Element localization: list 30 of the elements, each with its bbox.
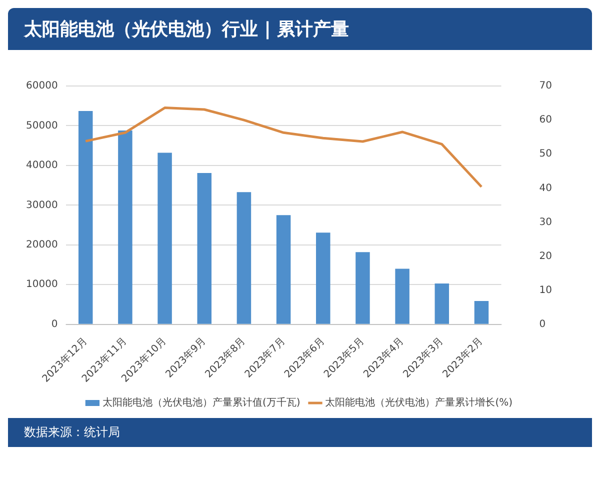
source-note: 数据来源：统计局: [8, 418, 592, 447]
chart-title: 太阳能电池（光伏电池）行业 | 累计产量: [8, 8, 592, 50]
y-tick-label: 30000: [26, 200, 58, 211]
bar: [118, 130, 132, 324]
bar: [197, 173, 212, 324]
y-tick-label: 10000: [26, 279, 58, 290]
y-tick-label: 50000: [26, 120, 58, 132]
bar: [236, 192, 252, 324]
y2-tick-label: 10: [539, 284, 552, 296]
y2-tick-label: 50: [539, 148, 552, 160]
bar: [395, 268, 410, 324]
y-tick-label: 20000: [26, 240, 58, 251]
y2-tick-label: 0: [539, 318, 546, 330]
bar: [356, 252, 370, 324]
y2-tick-label: 20: [539, 250, 552, 262]
bar: [474, 300, 489, 324]
bar: [434, 283, 450, 324]
y-tick-label: 40000: [26, 160, 58, 172]
y-tick-label: 60000: [26, 80, 58, 92]
legend-label: 太阳能电池（光伏电池）产量累计增长(%): [325, 396, 513, 409]
y2-tick-label: 30: [539, 216, 552, 228]
bar: [276, 215, 291, 324]
bar: [158, 152, 172, 324]
legend-label: 太阳能电池（光伏电池）产量累计值(万千瓦): [102, 396, 300, 409]
y2-tick-label: 60: [539, 114, 552, 126]
bar: [316, 232, 330, 324]
bar: [78, 111, 93, 324]
y-tick-label: 0: [51, 318, 58, 330]
y2-tick-label: 70: [539, 80, 552, 92]
y2-tick-label: 40: [539, 182, 552, 194]
